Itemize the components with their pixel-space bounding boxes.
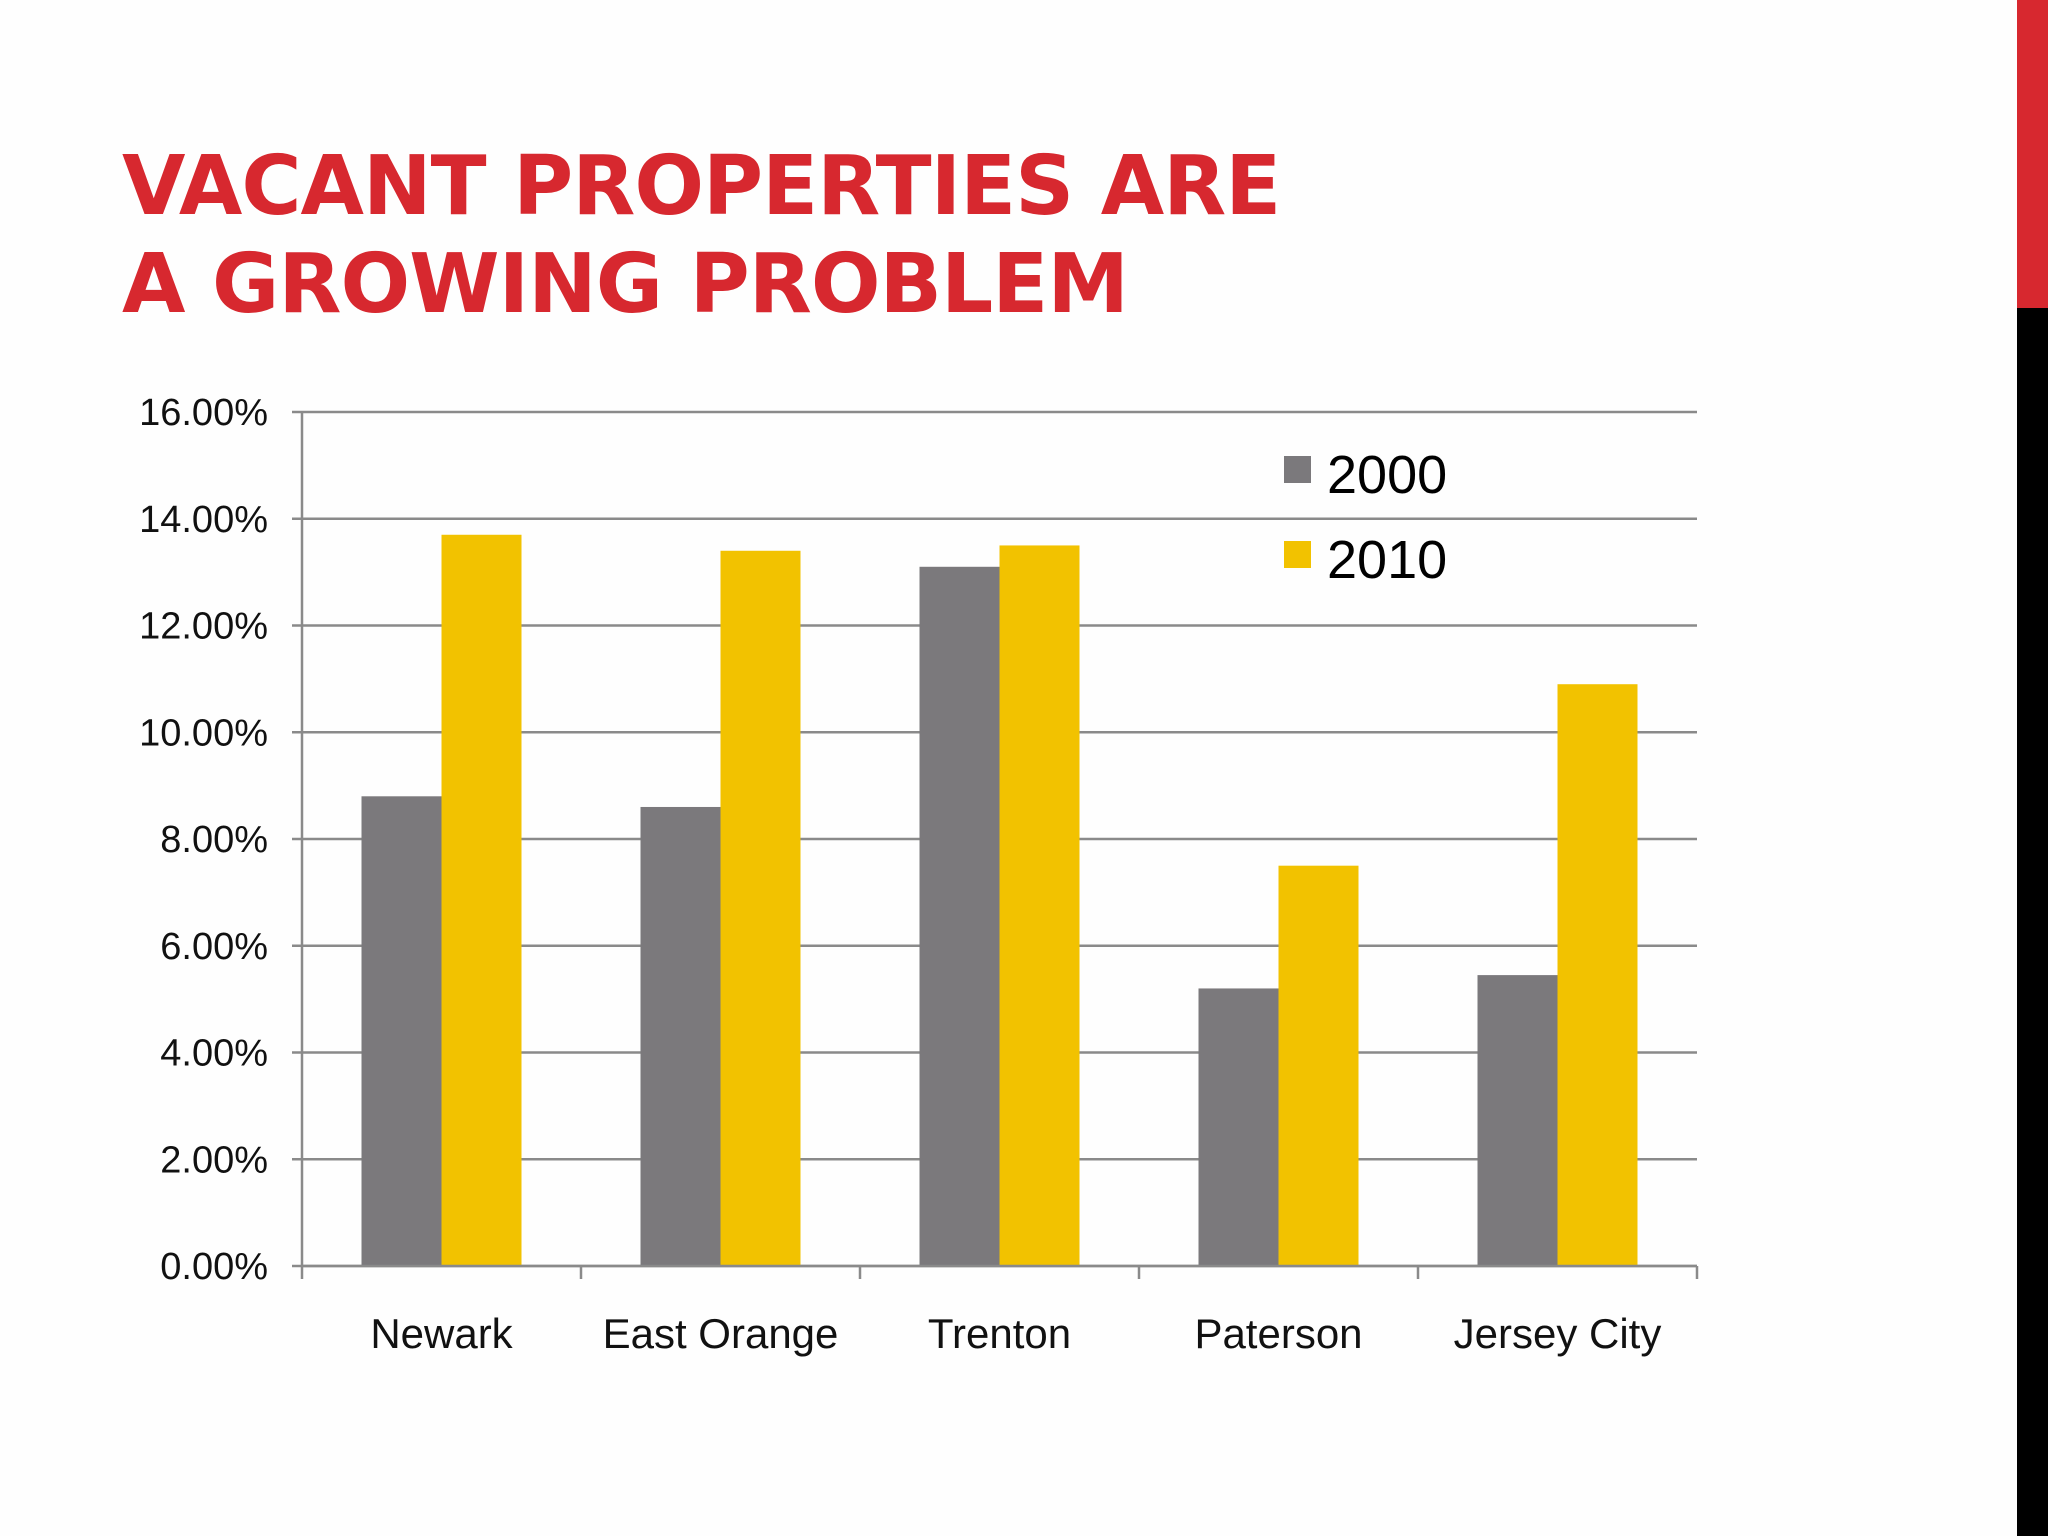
- bar-2010: [999, 545, 1080, 1266]
- bar-2000: [640, 806, 721, 1266]
- accent-bar-black: [2017, 308, 2048, 1536]
- bar-2000: [1198, 988, 1279, 1266]
- x-tick-label: East Orange: [603, 1310, 839, 1357]
- bar-2010: [1557, 684, 1638, 1266]
- y-tick-label: 14.00%: [139, 499, 268, 541]
- bar-2010: [720, 550, 801, 1266]
- slide-title-line-1: VACANT PROPERTIES ARE: [122, 139, 1281, 234]
- bar-2000: [1477, 975, 1558, 1266]
- x-tick-label: Newark: [370, 1310, 513, 1357]
- legend-swatch-2000: [1284, 456, 1311, 483]
- y-tick-label: 16.00%: [139, 392, 268, 434]
- legend-label-2010: 2010: [1327, 530, 1447, 590]
- legend-label-2000: 2000: [1327, 445, 1447, 505]
- y-tick-label: 10.00%: [139, 712, 268, 754]
- accent-bar-red: [2017, 0, 2048, 308]
- y-tick-label: 4.00%: [160, 1033, 268, 1075]
- y-tick-label: 0.00%: [160, 1246, 268, 1288]
- y-tick-label: 6.00%: [160, 926, 268, 968]
- y-tick-label: 2.00%: [160, 1139, 268, 1181]
- y-tick-label: 8.00%: [160, 819, 268, 861]
- bar-2010: [1278, 865, 1359, 1266]
- x-tick-label: Trenton: [928, 1310, 1071, 1357]
- x-tick-label: Jersey City: [1454, 1310, 1662, 1357]
- slide-title-line-2: A GROWING PROBLEM: [122, 237, 1129, 332]
- bar-2000: [919, 566, 1000, 1266]
- bar-2000: [361, 796, 442, 1266]
- slide-title: VACANT PROPERTIES ARE A GROWING PROBLEM: [122, 138, 1281, 334]
- legend-swatch-2010: [1284, 541, 1311, 568]
- y-tick-label: 12.00%: [139, 606, 268, 648]
- x-tick-label: Paterson: [1194, 1310, 1362, 1357]
- bar-2010: [441, 534, 522, 1266]
